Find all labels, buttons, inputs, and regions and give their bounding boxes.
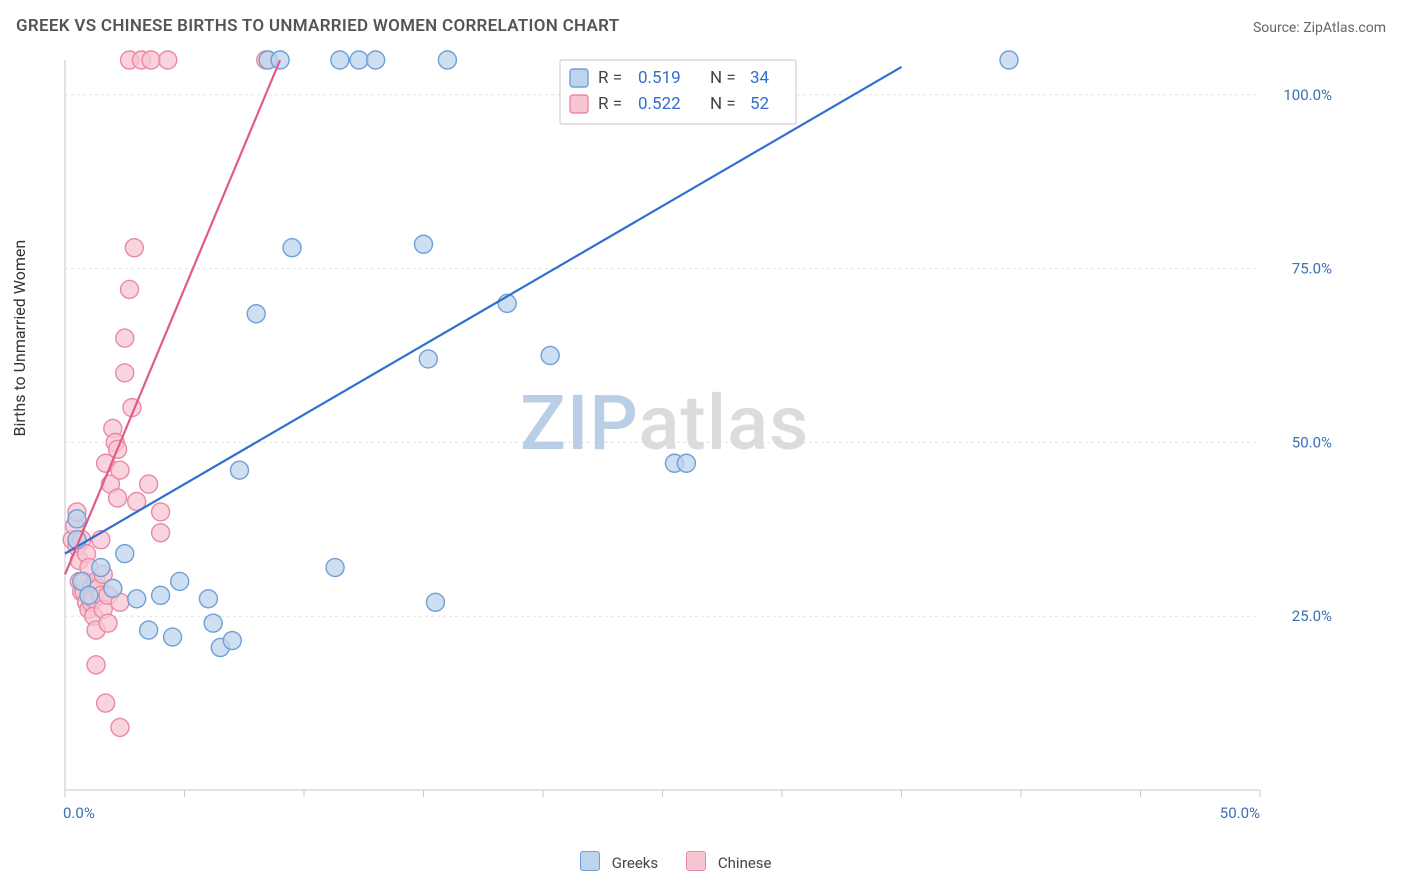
trend-line-greeks [65, 67, 902, 554]
legend-label-chinese: Chinese [718, 854, 772, 872]
point-greeks [204, 614, 222, 632]
point-greeks [230, 461, 248, 479]
y-tick-label: 75.0% [1292, 260, 1332, 278]
legend-N-value-greeks: 34 [750, 68, 770, 88]
point-greeks [331, 51, 349, 69]
legend-item-greeks: Greeks [580, 851, 658, 872]
point-chinese [121, 280, 139, 298]
point-chinese [116, 364, 134, 382]
plot-svg: 25.0% 50.0% 75.0% 100.0% 0.0% 50.0% R = 0.519 N … [60, 50, 1340, 830]
point-greeks [350, 51, 368, 69]
point-greeks [152, 586, 170, 604]
point-greeks [438, 51, 456, 69]
legend-R-value-greeks: 0.519 [638, 68, 681, 88]
point-greeks [171, 572, 189, 590]
point-chinese [140, 475, 158, 493]
x-tick-label: 50.0% [1220, 804, 1260, 822]
point-greeks [326, 559, 344, 577]
point-greeks [104, 579, 122, 597]
point-greeks [541, 346, 559, 364]
point-greeks [415, 235, 433, 253]
legend-R-label-greeks: R = [598, 68, 622, 88]
y-tick-label: 100.0% [1283, 86, 1332, 104]
point-greeks [128, 590, 146, 608]
plot-area: 25.0% 50.0% 75.0% 100.0% 0.0% 50.0% R = 0.519 N … [60, 50, 1340, 830]
legend-N-label-greeks: N = [710, 68, 736, 88]
point-greeks [80, 586, 98, 604]
y-tick-label: 50.0% [1292, 433, 1332, 451]
point-chinese [142, 51, 160, 69]
point-chinese [109, 489, 127, 507]
point-greeks [283, 239, 301, 257]
legend-R-value-chinese: 0.522 [638, 94, 681, 114]
point-greeks [426, 593, 444, 611]
point-chinese [125, 239, 143, 257]
legend-swatch-greeks [570, 69, 588, 87]
source-label: Source: ZipAtlas.com [1253, 20, 1386, 36]
legend-swatch-chinese [686, 851, 706, 871]
y-axis-label: Births to Unmarried Women [10, 240, 29, 437]
point-greeks [1000, 51, 1018, 69]
legend-swatch-greeks [580, 851, 600, 871]
chart-container: GREEK VS CHINESE BIRTHS TO UNMARRIED WOM… [0, 0, 1406, 892]
point-greeks [92, 559, 110, 577]
x-tick-label: 0.0% [63, 804, 95, 822]
point-greeks [116, 545, 134, 563]
legend-item-chinese: Chinese [686, 851, 771, 872]
point-chinese [99, 614, 117, 632]
point-chinese [116, 329, 134, 347]
point-greeks [677, 454, 695, 472]
point-greeks [247, 305, 265, 323]
point-chinese [152, 524, 170, 542]
point-chinese [87, 656, 105, 674]
point-chinese [152, 503, 170, 521]
y-tick-label: 25.0% [1292, 607, 1332, 625]
point-greeks [223, 632, 241, 650]
point-chinese [97, 694, 115, 712]
bottom-legend: Greeks Chinese [580, 851, 772, 872]
point-greeks [164, 628, 182, 646]
point-greeks [199, 590, 217, 608]
point-greeks [419, 350, 437, 368]
legend-N-label-chinese: N = [710, 94, 736, 114]
chart-title: GREEK VS CHINESE BIRTHS TO UNMARRIED WOM… [16, 16, 619, 36]
legend-N-value-chinese: 52 [750, 94, 769, 114]
point-chinese [111, 718, 129, 736]
point-greeks [367, 51, 385, 69]
legend-label-greeks: Greeks [612, 854, 658, 872]
legend-swatch-chinese [570, 95, 588, 113]
legend-R-label-chinese: R = [598, 94, 622, 114]
point-chinese [111, 461, 129, 479]
point-chinese [159, 51, 177, 69]
point-greeks [68, 510, 86, 528]
point-greeks [140, 621, 158, 639]
